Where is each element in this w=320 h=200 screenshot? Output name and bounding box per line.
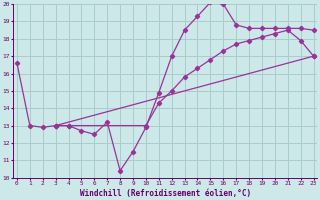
X-axis label: Windchill (Refroidissement éolien,°C): Windchill (Refroidissement éolien,°C) xyxy=(80,189,251,198)
